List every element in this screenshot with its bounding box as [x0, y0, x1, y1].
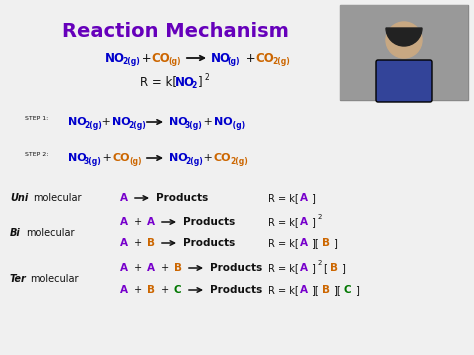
Text: 2(g): 2(g) — [272, 58, 290, 66]
Text: +: + — [131, 285, 145, 295]
Text: Reaction Mechanism: Reaction Mechanism — [62, 22, 289, 41]
Text: ]: ] — [341, 263, 345, 273]
Bar — [340, 5, 468, 100]
Text: A: A — [147, 263, 155, 273]
Text: STEP 1:: STEP 1: — [25, 115, 48, 120]
Text: Ter: Ter — [10, 274, 27, 284]
Text: (g): (g) — [227, 58, 239, 66]
Text: [: [ — [323, 263, 327, 273]
Text: 2: 2 — [318, 260, 322, 266]
Text: Products: Products — [183, 217, 235, 227]
Bar — [340, 5, 468, 100]
Text: NO: NO — [112, 117, 131, 127]
Text: +: + — [98, 117, 114, 127]
Text: ]: ] — [311, 217, 315, 227]
Text: Bi: Bi — [10, 228, 21, 237]
Text: +: + — [99, 153, 115, 163]
Text: ][: ][ — [311, 285, 319, 295]
Text: C: C — [174, 285, 182, 295]
Text: +: + — [158, 285, 172, 295]
Text: Products: Products — [183, 238, 235, 248]
Text: B: B — [322, 285, 330, 295]
Text: R = k[: R = k[ — [268, 217, 299, 227]
Text: Uni: Uni — [10, 193, 28, 203]
Text: ]: ] — [311, 263, 315, 273]
Text: Products: Products — [210, 263, 262, 273]
Text: NO: NO — [68, 153, 87, 163]
Text: Products: Products — [156, 193, 208, 203]
Text: CO: CO — [151, 51, 170, 65]
Text: (g): (g) — [230, 121, 245, 131]
Text: NO: NO — [105, 51, 125, 65]
Text: molecular: molecular — [26, 228, 74, 237]
Text: R = k[: R = k[ — [140, 76, 177, 88]
Text: CO: CO — [255, 51, 274, 65]
Text: 2(g): 2(g) — [84, 121, 102, 131]
Text: A: A — [120, 263, 128, 273]
Text: R = k[: R = k[ — [268, 285, 299, 295]
Text: ][: ][ — [311, 238, 319, 248]
Text: ]: ] — [311, 193, 315, 203]
Text: A: A — [120, 238, 128, 248]
Text: B: B — [322, 238, 330, 248]
Text: A: A — [300, 193, 308, 203]
Text: +: + — [158, 263, 172, 273]
Text: Products: Products — [210, 285, 262, 295]
Text: R = k[: R = k[ — [268, 238, 299, 248]
FancyBboxPatch shape — [376, 60, 432, 102]
Text: NO: NO — [175, 76, 195, 88]
Text: 2(g): 2(g) — [122, 58, 140, 66]
Text: 2(g): 2(g) — [230, 158, 248, 166]
Text: NO: NO — [169, 153, 188, 163]
Text: ]: ] — [333, 238, 337, 248]
Text: 3(g): 3(g) — [185, 121, 203, 131]
Text: B: B — [147, 238, 155, 248]
Text: (g): (g) — [129, 158, 142, 166]
Text: +: + — [200, 153, 216, 163]
Text: A: A — [300, 238, 308, 248]
Circle shape — [386, 22, 422, 58]
Text: A: A — [120, 193, 128, 203]
Text: molecular: molecular — [30, 274, 79, 284]
Text: +: + — [242, 51, 259, 65]
Text: A: A — [147, 217, 155, 227]
Text: R = k[: R = k[ — [268, 263, 299, 273]
Text: A: A — [120, 285, 128, 295]
Text: ]: ] — [198, 76, 202, 88]
Text: molecular: molecular — [33, 193, 82, 203]
Text: CO: CO — [113, 153, 130, 163]
Text: A: A — [300, 263, 308, 273]
Text: A: A — [120, 217, 128, 227]
Text: NO: NO — [169, 117, 188, 127]
Text: 2: 2 — [205, 72, 210, 82]
Text: +: + — [131, 238, 145, 248]
Text: A: A — [300, 217, 308, 227]
Text: +: + — [131, 217, 145, 227]
Text: C: C — [344, 285, 352, 295]
Text: (g): (g) — [168, 58, 181, 66]
Text: A: A — [300, 285, 308, 295]
Text: 2(g): 2(g) — [185, 158, 203, 166]
Text: R = k[: R = k[ — [268, 193, 299, 203]
Text: ][: ][ — [333, 285, 341, 295]
Text: 3(g): 3(g) — [84, 158, 102, 166]
Text: +: + — [131, 263, 145, 273]
Text: +: + — [200, 117, 216, 127]
Text: STEP 2:: STEP 2: — [25, 152, 48, 157]
Text: B: B — [174, 263, 182, 273]
Text: +: + — [138, 51, 155, 65]
Text: 2: 2 — [318, 214, 322, 220]
Text: NO: NO — [68, 117, 87, 127]
Text: B: B — [330, 263, 338, 273]
Text: 2: 2 — [191, 82, 196, 91]
Text: NO: NO — [214, 117, 233, 127]
Text: ]: ] — [355, 285, 359, 295]
Wedge shape — [386, 28, 422, 46]
Text: NO: NO — [211, 51, 231, 65]
Text: B: B — [147, 285, 155, 295]
Text: 2(g): 2(g) — [128, 121, 146, 131]
Text: CO: CO — [214, 153, 231, 163]
